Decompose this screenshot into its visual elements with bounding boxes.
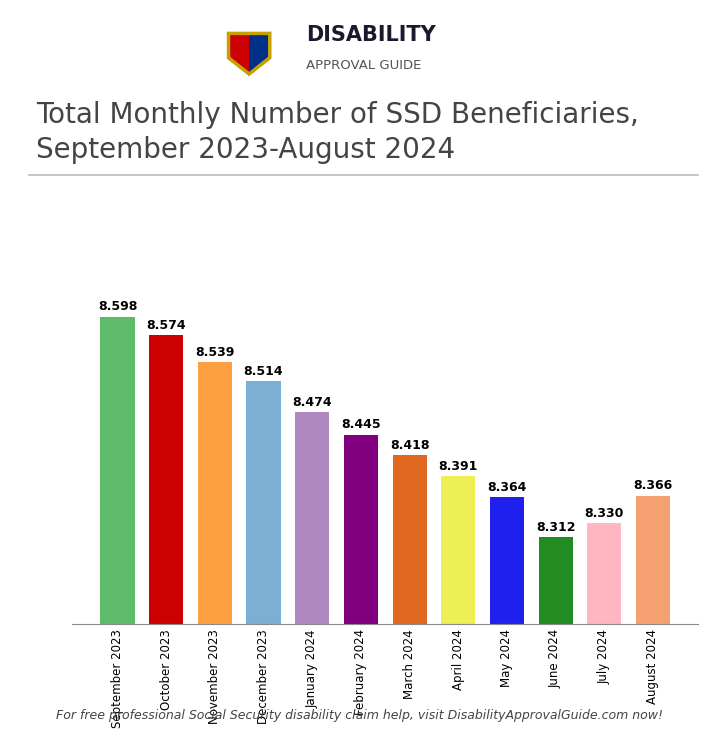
Text: 8.445: 8.445 [341,418,381,432]
Text: APPROVAL GUIDE: APPROVAL GUIDE [306,59,421,72]
Polygon shape [249,33,270,74]
Bar [392,455,426,738]
Text: 8.364: 8.364 [487,481,526,494]
Bar [588,523,621,738]
Text: For free professional Social Security disability claim help, visit DisabilityApp: For free professional Social Security di… [56,708,664,722]
Text: Total Monthly Number of SSD Beneficiaries,: Total Monthly Number of SSD Beneficiarie… [36,101,639,129]
Text: 8.574: 8.574 [146,319,186,332]
Polygon shape [228,33,249,74]
Text: 8.391: 8.391 [438,461,478,473]
Bar [539,537,572,738]
Text: 8.312: 8.312 [536,521,575,534]
Text: 8.418: 8.418 [390,439,429,452]
Bar [101,317,135,738]
Text: 8.366: 8.366 [634,480,672,492]
Text: September 2023-August 2024: September 2023-August 2024 [36,136,455,164]
Bar [295,413,329,738]
Text: 8.598: 8.598 [98,300,138,314]
Bar [636,495,670,738]
Bar [198,362,232,738]
Bar [441,476,475,738]
Text: 8.330: 8.330 [585,507,624,520]
Bar [344,435,378,738]
Bar [246,382,281,738]
Text: DISABILITY: DISABILITY [306,25,436,46]
Text: 8.539: 8.539 [195,346,235,359]
Polygon shape [228,33,270,74]
Bar [490,497,524,738]
Text: 8.474: 8.474 [292,396,332,409]
Bar [149,335,183,738]
Text: 8.514: 8.514 [243,365,284,379]
